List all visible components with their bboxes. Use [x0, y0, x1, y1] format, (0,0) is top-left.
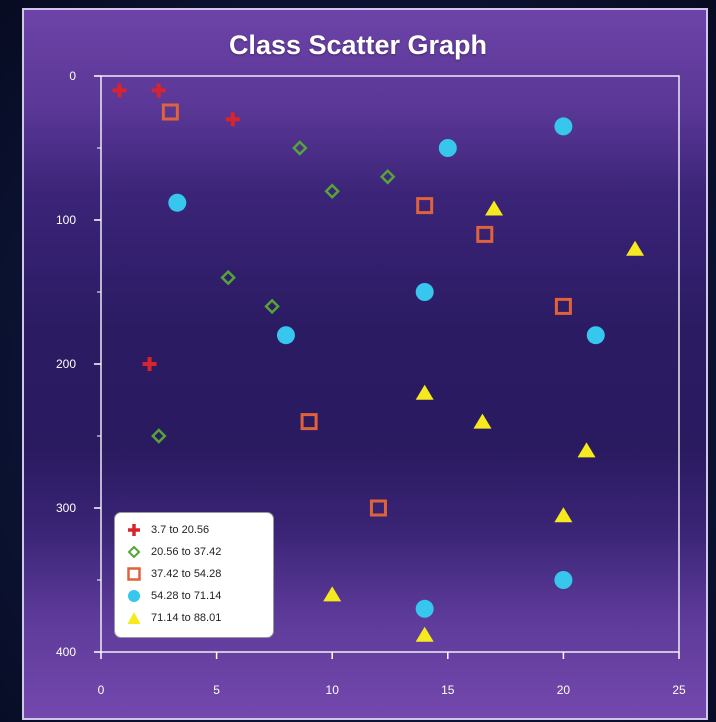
- data-point-triangle: [415, 626, 434, 642]
- data-point-plus: [225, 112, 240, 127]
- data-point-plus: [112, 83, 127, 98]
- chart-title: Class Scatter Graph: [228, 30, 488, 60]
- legend-item: 71.14 to 88.01: [125, 607, 273, 629]
- square-marker-icon: [127, 567, 141, 581]
- data-point-square: [369, 499, 387, 517]
- x-tick-label: 25: [672, 683, 686, 697]
- data-point-circle: [586, 326, 605, 345]
- y-tick-label: 400: [56, 645, 76, 659]
- data-point-square: [416, 197, 434, 215]
- x-tick-label: 10: [326, 683, 340, 697]
- data-points: [112, 83, 645, 642]
- data-point-triangle: [626, 240, 645, 256]
- data-point-triangle: [415, 384, 434, 400]
- y-tick-label: 200: [56, 357, 76, 371]
- triangle-marker-icon: [127, 612, 141, 624]
- legend-label: 71.14 to 88.01: [151, 612, 222, 624]
- data-point-square: [161, 103, 179, 121]
- data-point-diamond: [264, 298, 280, 315]
- data-point-triangle: [473, 413, 492, 429]
- circle-marker-icon: [128, 590, 140, 602]
- data-point-circle: [438, 139, 457, 157]
- data-point-triangle: [577, 442, 596, 458]
- legend-label: 3.7 to 20.56: [151, 524, 210, 536]
- data-point-diamond: [324, 183, 340, 199]
- legend-label: 54.28 to 71.14: [151, 590, 222, 602]
- data-point-circle: [554, 117, 573, 136]
- y-tick-label: 0: [69, 69, 76, 83]
- data-point-circle: [415, 599, 434, 618]
- data-point-diamond: [151, 428, 167, 444]
- data-point-plus: [142, 357, 157, 371]
- data-point-square: [476, 225, 494, 243]
- data-point-diamond: [292, 140, 308, 156]
- data-point-square: [554, 297, 572, 315]
- data-point-triangle: [485, 200, 504, 216]
- data-point-circle: [554, 571, 573, 589]
- legend: 3.7 to 20.56 20.56 to 37.42 37.42 to 54.…: [114, 512, 274, 638]
- legend-item: 3.7 to 20.56: [125, 519, 273, 541]
- x-tick-label: 5: [213, 683, 220, 697]
- legend-label: 20.56 to 37.42: [151, 546, 222, 558]
- legend-item: 54.28 to 71.14: [125, 585, 273, 607]
- x-tick-label: 20: [557, 683, 571, 697]
- y-tick-label: 100: [56, 213, 76, 227]
- data-point-square: [300, 413, 318, 431]
- axes: 0 100 200 300 400 0 5 10 15 20 25: [56, 69, 686, 697]
- legend-item: 20.56 to 37.42: [125, 541, 273, 563]
- plus-marker-icon: [128, 524, 140, 536]
- legend-item: 37.42 to 54.28: [125, 563, 273, 585]
- x-tick-label: 15: [441, 683, 455, 697]
- data-point-triangle: [323, 586, 342, 602]
- data-point-triangle: [554, 507, 573, 523]
- data-point-circle: [168, 193, 187, 212]
- y-tick-label: 300: [56, 501, 76, 515]
- legend-label: 37.42 to 54.28: [151, 568, 222, 580]
- diamond-marker-icon: [127, 545, 141, 559]
- x-tick-label: 0: [98, 683, 105, 697]
- data-point-diamond: [379, 169, 396, 185]
- data-point-plus: [151, 83, 166, 98]
- data-point-diamond: [220, 269, 236, 286]
- data-point-circle: [276, 326, 295, 345]
- data-point-circle: [415, 283, 434, 301]
